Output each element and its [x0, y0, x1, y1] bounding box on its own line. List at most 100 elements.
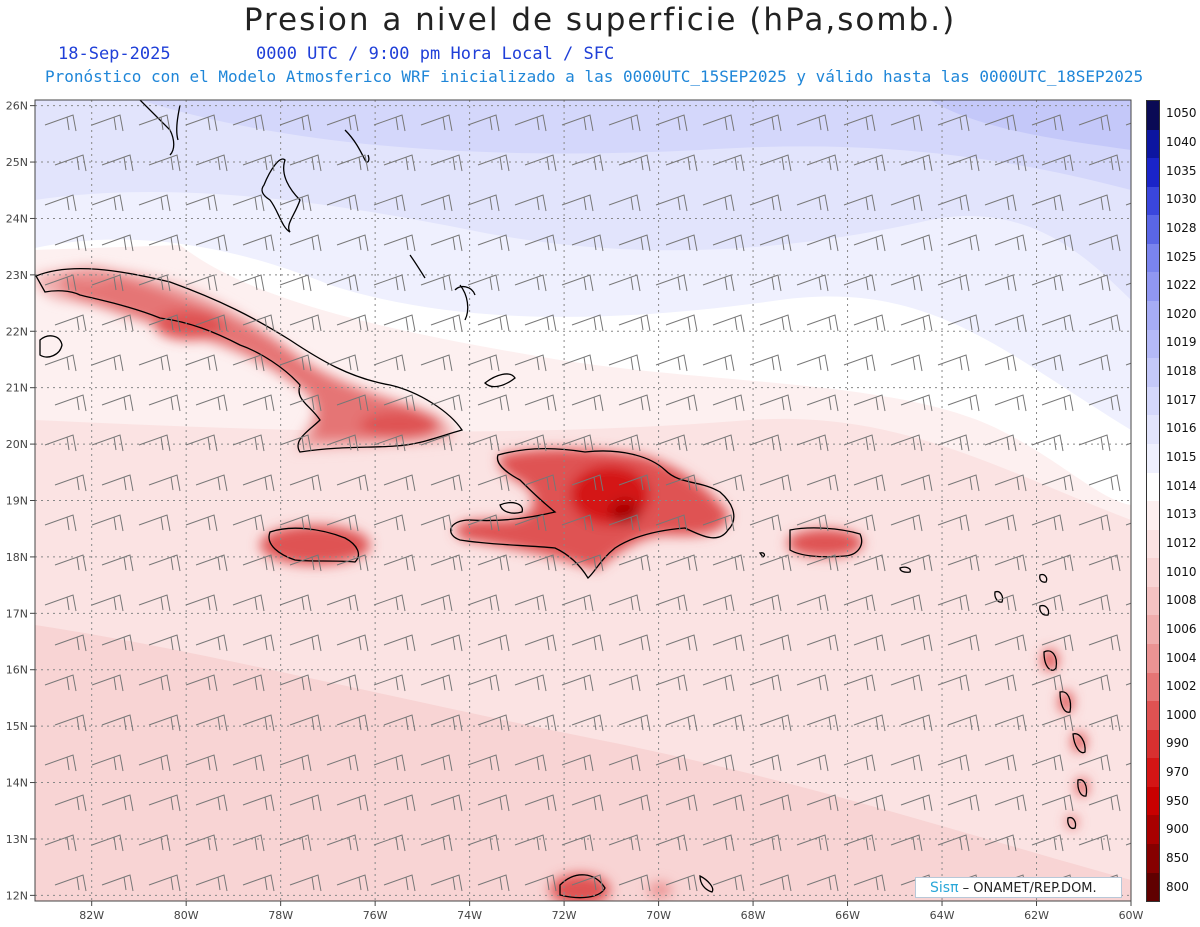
wind-barb — [383, 634, 416, 652]
wind-barb — [1041, 554, 1074, 572]
wind-barb — [514, 834, 547, 852]
lat-label: 22N — [6, 325, 28, 338]
wind-barb — [655, 354, 688, 372]
wind-barb — [514, 274, 547, 292]
wind-barb — [937, 754, 970, 772]
wind-barb — [420, 434, 453, 452]
colorbar-swatch — [1147, 615, 1159, 644]
wind-barb — [1041, 474, 1074, 492]
wind-barb — [796, 114, 829, 132]
wind-barb — [947, 154, 980, 172]
wind-barb — [608, 754, 641, 772]
wind-barb — [1041, 154, 1074, 172]
wind-barb — [994, 394, 1027, 412]
colorbar-swatch — [1147, 101, 1159, 130]
wind-barb — [947, 474, 980, 492]
wind-barb — [665, 874, 698, 892]
lat-label: 26N — [6, 100, 28, 113]
wind-barb — [514, 434, 547, 452]
wind-barb — [54, 154, 87, 172]
wind-barb — [232, 674, 265, 692]
wind-barb — [514, 754, 547, 772]
wind-barb — [608, 354, 641, 372]
wind-barb — [54, 714, 87, 732]
wind-barb — [843, 834, 876, 852]
wind-barb — [561, 834, 594, 852]
colorbar-swatch — [1147, 443, 1159, 473]
wind-barb — [232, 834, 265, 852]
wind-barb — [712, 554, 745, 572]
wind-barb — [383, 794, 416, 812]
wind-barb — [420, 274, 453, 292]
colorbar-label: 990 — [1166, 736, 1189, 751]
wind-barb — [561, 274, 594, 292]
wind-barb — [796, 514, 829, 532]
wind-barb — [947, 234, 980, 252]
wind-barb — [383, 714, 416, 732]
wind-barb — [984, 274, 1017, 292]
wind-barb — [618, 314, 651, 332]
colorbar-label: 1020 — [1166, 306, 1197, 321]
wind-barb — [759, 634, 792, 652]
lat-label: 21N — [6, 382, 28, 395]
wind-barb — [749, 274, 782, 292]
wind-barb — [984, 434, 1017, 452]
wind-barb — [1031, 354, 1064, 372]
wind-barb — [524, 474, 557, 492]
wind-barb — [843, 114, 876, 132]
wind-barb — [477, 874, 510, 892]
wind-barb — [383, 154, 416, 172]
wind-barb — [44, 594, 77, 612]
wind-barb — [712, 394, 745, 412]
wind-barb — [665, 394, 698, 412]
wind-barb — [185, 754, 218, 772]
wind-barb — [665, 714, 698, 732]
wind-barb — [749, 434, 782, 452]
wind-barb — [232, 354, 265, 372]
colorbar-swatch — [1147, 329, 1159, 359]
colorbar-label: 1008 — [1166, 593, 1197, 608]
sispi-logo: Sisπ — [930, 880, 959, 896]
lat-label: 25N — [6, 156, 28, 169]
colorbar-label: 1014 — [1166, 478, 1197, 493]
wind-barb — [618, 714, 651, 732]
wind-barb — [336, 714, 369, 732]
wind-barb — [148, 314, 181, 332]
wind-barb — [279, 434, 312, 452]
wind-barb — [477, 794, 510, 812]
wind-barb — [101, 634, 134, 652]
wind-barb — [843, 354, 876, 372]
lon-label: 68W — [741, 909, 766, 922]
wind-barb — [242, 874, 275, 892]
wind-barb — [571, 794, 604, 812]
wind-barb — [430, 154, 463, 172]
wind-barb — [853, 154, 886, 172]
wind-barb — [608, 594, 641, 612]
wind-barb — [665, 554, 698, 572]
lon-label: 62W — [1024, 909, 1049, 922]
colorbar-swatch — [1147, 558, 1159, 587]
lat-label: 16N — [6, 664, 28, 677]
wind-barb — [242, 154, 275, 172]
wind-barb — [477, 234, 510, 252]
wind-barb — [524, 554, 557, 572]
colorbar-label: 1017 — [1166, 392, 1197, 407]
colorbar-label: 1013 — [1166, 507, 1197, 522]
wind-barb — [665, 794, 698, 812]
wind-barb — [796, 274, 829, 292]
wind-barb — [185, 594, 218, 612]
colorbar-swatch — [1147, 529, 1159, 559]
wind-barb — [91, 834, 124, 852]
wind-barb — [138, 834, 171, 852]
lat-label: 15N — [6, 720, 28, 733]
wind-barb — [336, 394, 369, 412]
wind-barb — [430, 394, 463, 412]
wind-barb — [655, 674, 688, 692]
wind-barb — [420, 194, 453, 212]
field-1010 — [35, 625, 1131, 901]
wind-barb — [749, 194, 782, 212]
wind-barb — [1031, 674, 1064, 692]
wind-barb — [796, 594, 829, 612]
wind-barb — [430, 714, 463, 732]
wind-barb — [1088, 234, 1121, 252]
